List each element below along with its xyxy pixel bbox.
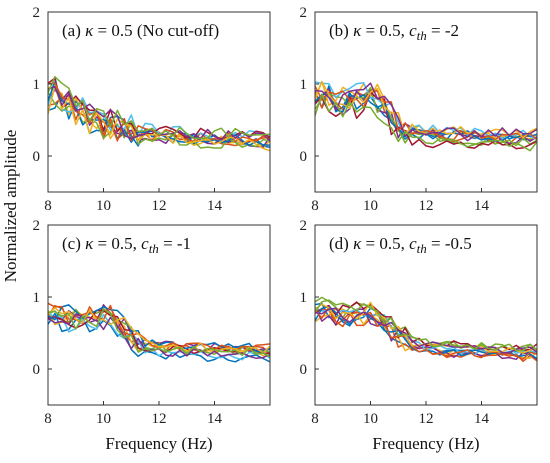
series-line-9 [315,306,537,360]
series-line-12 [315,299,537,352]
x-axis-label: Frequency (Hz) [372,434,479,453]
panel-title: (d) κ = 0.5, cth = -0.5 [329,234,472,256]
panel-title: (b) κ = 0.5, cth = -2 [329,21,459,43]
y-tick-label: 0 [33,362,41,378]
y-tick-label: 2 [300,5,308,21]
x-tick-label: 8 [311,198,319,214]
series-line-5 [48,91,270,149]
x-tick-label: 12 [152,198,167,214]
x-tick-label: 14 [474,198,490,214]
x-tick-label: 12 [419,411,434,427]
x-tick-label: 14 [474,411,490,427]
y-tick-label: 0 [300,149,308,165]
x-tick-label: 10 [363,411,378,427]
x-tick-label: 10 [363,198,378,214]
series-group [315,80,537,152]
y-tick-label: 1 [300,290,308,306]
y-tick-label: 1 [33,290,41,306]
series-line-12 [48,308,270,358]
series-line-9 [315,85,537,141]
y-tick-label: 2 [33,218,41,234]
series-line-6 [48,76,270,141]
x-tick-label: 10 [96,198,111,214]
series-line-12 [315,93,537,152]
y-tick-label: 0 [300,362,308,378]
x-tick-label: 10 [96,411,111,427]
series-line-12 [48,76,270,140]
series-line-4 [315,306,537,361]
y-tick-label: 1 [33,77,41,93]
series-line-11 [315,82,537,138]
x-tick-label: 14 [207,198,223,214]
x-tick-label: 8 [44,198,52,214]
series-line-11 [315,307,537,354]
x-tick-label: 14 [207,411,223,427]
x-tick-label: 12 [419,198,434,214]
x-tick-label: 8 [44,411,52,427]
y-tick-label: 1 [300,77,308,93]
x-tick-label: 12 [152,411,167,427]
x-tick-label: 8 [311,411,319,427]
series-line-8 [48,304,270,353]
series-line-6 [48,311,270,361]
series-group [48,302,270,363]
y-tick-label: 2 [33,5,41,21]
panel-title: (c) κ = 0.5, cth = -1 [62,234,191,256]
series-group [315,296,537,363]
shared-y-axis-label: Normalized amplitude [1,130,20,282]
x-axis-label: Frequency (Hz) [105,434,212,453]
panel-title: (a) κ = 0.5 (No cut-off) [62,21,219,40]
y-tick-label: 2 [300,218,308,234]
series-group [48,76,270,152]
y-tick-label: 0 [33,149,41,165]
